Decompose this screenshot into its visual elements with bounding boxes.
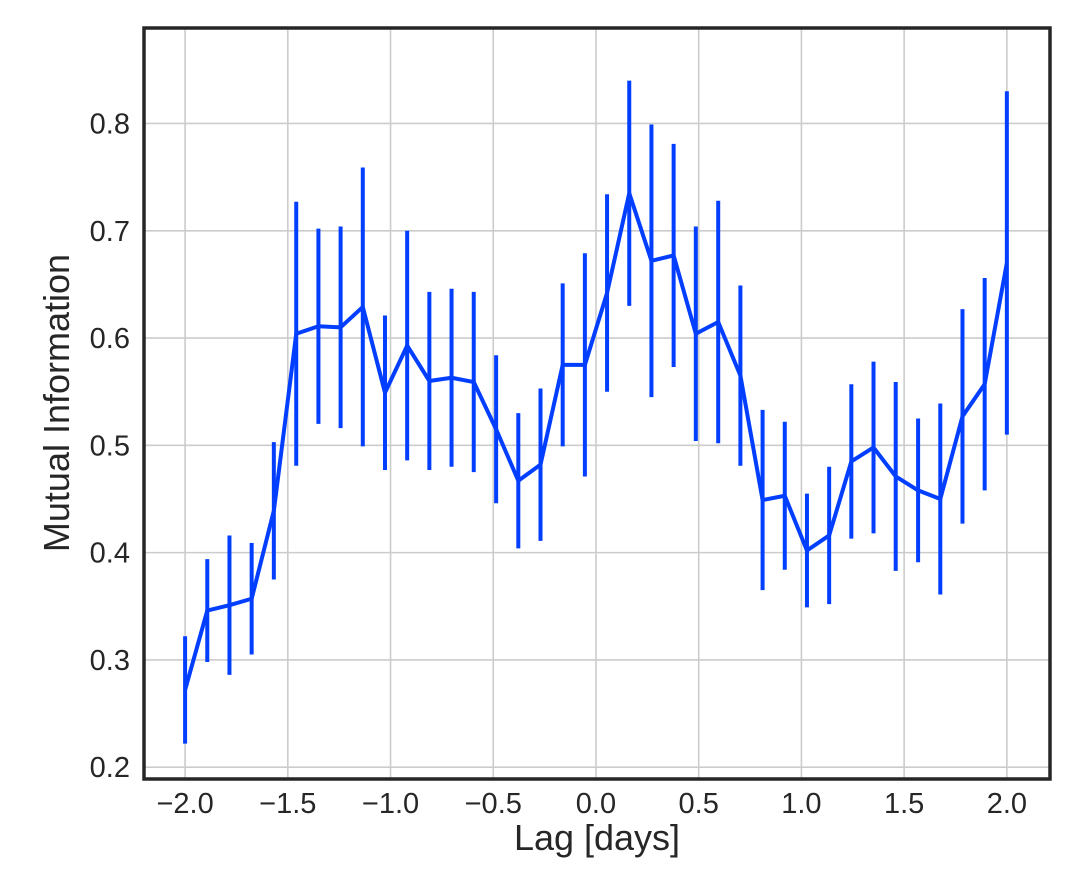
- x-tick-label: 0.0: [576, 788, 616, 820]
- x-tick-label: 1.0: [781, 788, 821, 820]
- data-layer: [183, 80, 1009, 744]
- x-tick-label: −2.0: [156, 788, 213, 820]
- y-tick-label: 0.8: [90, 108, 130, 140]
- x-tick-label: −0.5: [465, 788, 522, 820]
- tick-layer: −2.0 −1.5 −1.0 −0.5 0.0 0.5 1.0 1.5 2.0 0.2 0.3 0.4…: [90, 108, 1027, 820]
- x-tick-label: 1.5: [884, 788, 924, 820]
- y-tick-label: 0.5: [90, 430, 130, 462]
- x-axis-label: Lag [days]: [513, 817, 681, 858]
- data-line: [183, 191, 1009, 691]
- y-tick-label: 0.3: [90, 645, 130, 677]
- y-axis-label: Mutual Information: [36, 253, 77, 553]
- x-tick-label: 2.0: [987, 788, 1027, 820]
- spine-layer: [142, 26, 1052, 781]
- x-tick-label: 0.5: [679, 788, 719, 820]
- x-tick-label: −1.5: [259, 788, 316, 820]
- grid-layer: [144, 28, 1050, 779]
- x-tick-label: −1.0: [362, 788, 419, 820]
- y-tick-label: 0.4: [90, 538, 130, 570]
- y-tick-label: 0.7: [90, 216, 130, 248]
- y-tick-label: 0.2: [90, 752, 130, 784]
- plot-border: [142, 26, 1052, 781]
- y-tick-label: 0.6: [90, 323, 130, 355]
